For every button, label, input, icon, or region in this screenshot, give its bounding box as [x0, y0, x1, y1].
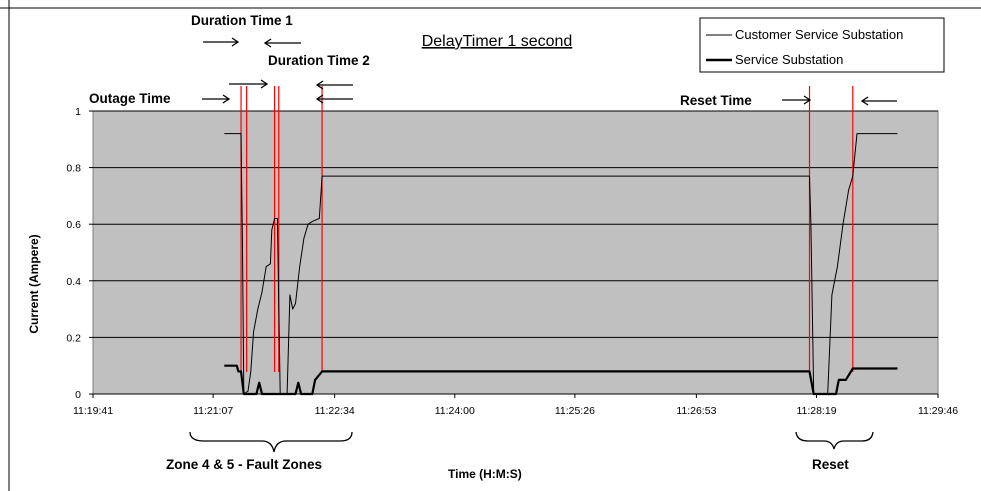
y-tick-label: 0.8 — [66, 163, 81, 175]
x-tick-label: 11:25:26 — [555, 405, 595, 417]
legend-label-service-substation: Service Substation — [735, 52, 843, 67]
chart-title: DelayTimer 1 second — [422, 33, 573, 50]
x-tick-label: 11:22:34 — [315, 405, 355, 417]
y-tick-label: 0.4 — [66, 276, 81, 288]
series-lines — [224, 133, 898, 396]
y-tick-label: 0.2 — [66, 332, 81, 344]
arrow-outage-time — [202, 94, 231, 104]
series-line-service-substation — [224, 364, 898, 396]
annotation-reset: Reset — [812, 457, 849, 472]
x-tick-label: 11:26:53 — [676, 405, 716, 417]
y-tick-label: 1 — [75, 106, 81, 118]
y-axis-label: Current (Ampere) — [27, 234, 41, 333]
legend-box — [699, 17, 945, 73]
x-axis-ticks: 11:19:41 11:21:07 11:22:34 11:24:00 11:25:26… — [73, 394, 958, 417]
brace-reset — [795, 431, 874, 450]
legend-label-customer-service-substation: Customer Service Substation — [735, 27, 903, 42]
annotations: Duration Time 1 Duration Time 2 Outage T… — [89, 13, 897, 472]
arrow-reset-time-right — [860, 96, 897, 106]
arrow-duration-2-right-top — [315, 80, 353, 90]
annotation-reset-time: Reset Time — [680, 93, 752, 108]
y-tick-label: 0 — [75, 389, 81, 401]
annotation-duration-time-1: Duration Time 1 — [191, 13, 293, 28]
plot-area — [92, 110, 939, 395]
x-axis-label: Time (H:M:S) — [448, 467, 522, 481]
x-tick-label: 11:29:46 — [918, 405, 958, 417]
gridlines — [93, 110, 938, 395]
brace-fault-zones — [189, 431, 353, 453]
arrow-duration-2-left — [229, 79, 269, 89]
annotation-fault-zones: Zone 4 & 5 - Fault Zones — [166, 457, 322, 472]
y-tick-label: 0.6 — [66, 219, 81, 231]
arrow-duration-1-left — [203, 37, 240, 47]
x-tick-label: 11:28:19 — [796, 405, 836, 417]
annotation-duration-time-2: Duration Time 2 — [268, 53, 370, 68]
series-line-customer-service-substation — [224, 133, 898, 395]
x-tick-label: 11:21:07 — [193, 405, 233, 417]
x-tick-label: 11:19:41 — [73, 405, 113, 417]
legend: Customer Service Substation Service Subs… — [699, 17, 945, 73]
annotation-outage-time: Outage Time — [89, 91, 171, 106]
x-tick-label: 11:24:00 — [435, 405, 475, 417]
y-axis-ticks: 0 0.2 0.4 0.6 0.8 1 — [66, 106, 93, 401]
arrow-duration-2-right-bottom — [315, 94, 353, 104]
arrow-reset-time-left — [782, 95, 812, 105]
arrow-duration-1-right — [263, 38, 301, 48]
